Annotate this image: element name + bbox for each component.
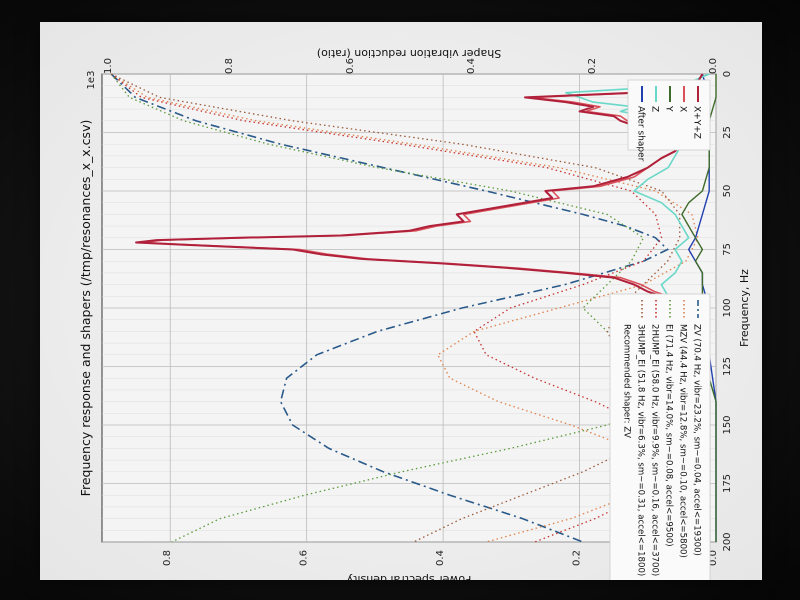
ratio-tick-label: 0.2 (587, 58, 598, 74)
freq-tick-label: 75 (722, 243, 733, 256)
psd-tick-label: 0.2 (572, 550, 583, 566)
legend-series: X+Y+Z XYZ After shaper (627, 79, 711, 162)
legend-shaper-label: 2HUMP_EI (58.0 Hz, vibr=9.9%, sm~=0.16, … (650, 324, 660, 576)
frequency-response-chart: 02550751001251501752000.00.20.40.60.80.0… (78, 47, 751, 595)
freq-tick-label: 175 (722, 474, 733, 493)
scale-label: 1e3 (86, 71, 97, 90)
freq-tick-label: 0 (722, 71, 733, 77)
ratio-tick-label: 0.6 (345, 58, 356, 74)
legend-series-label: After shaper (636, 106, 646, 162)
recommended-shaper-text: Recommended shaper: ZV (622, 324, 632, 438)
freq-tick-label: 50 (722, 185, 733, 198)
psd-tick-label: 0.0 (708, 550, 719, 566)
legend-series-box (627, 79, 711, 151)
shaper-curve-zv (110, 73, 669, 543)
x-axis-label: Frequency, Hz (738, 269, 751, 347)
psd-tick-label: 0.4 (435, 550, 446, 566)
freq-tick-label: 200 (722, 532, 733, 551)
psd-tick-label: 0.6 (299, 550, 310, 566)
legend-series-label: Y (664, 105, 674, 112)
legend-shaper-label: EI (71.4 Hz, vibr=14.0%, sm~=0.08, accel… (664, 324, 674, 547)
psd-tick-label: 0.8 (162, 550, 173, 566)
ratio-tick-label: 0.8 (224, 58, 235, 74)
y-axis-label: Power spectral density (346, 573, 471, 580)
ratio-tick-label: 1.0 (103, 58, 114, 74)
freq-tick-label: 25 (722, 126, 733, 139)
y2-axis-label: Shaper vibration reduction (ratio) (317, 47, 501, 60)
legend-shaper-label: 3HUMP_EI (51.8 Hz, vibr=6.3%, sm~=0.31, … (636, 324, 646, 576)
freq-tick-label: 100 (722, 298, 733, 317)
ratio-tick-label: 0.4 (466, 58, 477, 74)
legend-series-label: Z (650, 106, 660, 112)
legend-series-label: X (678, 106, 688, 112)
ratio-tick-label: 0.0 (708, 58, 719, 74)
freq-tick-label: 125 (722, 357, 733, 376)
chart-title: Frequency response and shapers (/tmp/res… (78, 120, 93, 497)
legend-shaper-label: MZV (44.4 Hz, vibr=12.8%, sm~=0.10, acce… (678, 324, 688, 558)
shaper-curve-2hump_ei (110, 73, 669, 543)
freq-tick-label: 150 (722, 415, 733, 434)
legend-shaper-label: ZV (70.4 Hz, vibr=23.2%, sm~=0.04, accel… (692, 324, 702, 556)
printed-page: 0 25 50 75 100 125 150 175 200 0.0 0.2 0.4 0.6 0.8 0.0… (40, 22, 762, 595)
legend-series-label: X+Y+Z (692, 106, 702, 139)
legend-shapers: ZV (70.4 Hz, vibr=23.2%, sm~=0.04, accel… (609, 293, 711, 595)
